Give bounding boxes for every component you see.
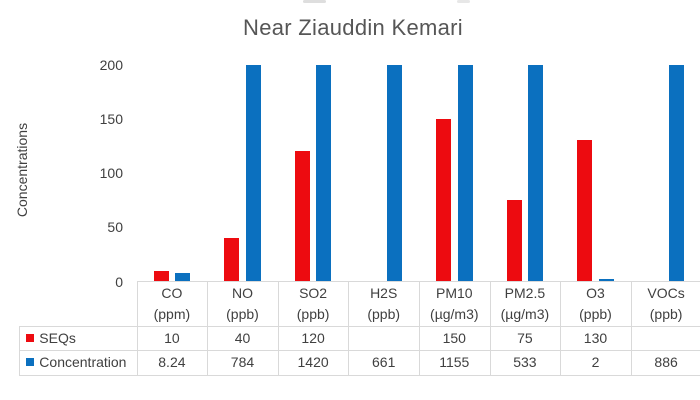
y-axis-title: Concentrations	[14, 122, 30, 218]
video-artifact-2	[457, 0, 470, 3]
bar-seqs-no	[224, 238, 240, 282]
table-row-border-2	[19, 374, 700, 376]
bar-concentration-co	[175, 272, 191, 282]
category-name: CO	[161, 285, 183, 302]
table-top-border	[136, 281, 700, 282]
value-seqs-o3: 130	[583, 330, 608, 347]
category-unit: (ppb)	[649, 306, 683, 323]
value-concentration-vocs: 886	[654, 354, 678, 371]
value-concentration-o3: 2	[591, 354, 600, 371]
bar-concentration-no	[245, 64, 261, 282]
table-col-border-2	[277, 281, 279, 375]
series-name: Concentration	[39, 354, 127, 371]
y-tick-label-0: 0	[115, 273, 123, 290]
bar-concentration-pm2.5	[528, 64, 544, 282]
legend-key-seqs	[26, 334, 35, 343]
bar-concentration-h2s	[386, 64, 403, 282]
category-unit: (ppb)	[579, 306, 612, 323]
category-unit: (ppb)	[367, 306, 401, 323]
legend-key-concentration	[26, 358, 35, 367]
value-seqs-vocs	[631, 326, 700, 350]
value-concentration-pm10: 1155	[439, 354, 470, 371]
bar-seqs-pm2.5	[506, 200, 522, 282]
table-col-border-1	[207, 281, 209, 375]
table-left-border	[19, 326, 21, 375]
y-tick-label-200: 200	[99, 56, 123, 73]
category-unit: (µg/m3)	[500, 306, 550, 323]
category-unit: (ppm)	[153, 306, 191, 323]
series-name: SEQs	[39, 330, 76, 347]
category-name: PM10	[436, 285, 473, 302]
category-name: H2S	[370, 285, 398, 302]
table-row-border-0	[19, 326, 700, 328]
bar-concentration-so2	[316, 64, 332, 282]
bar-seqs-o3	[577, 140, 593, 282]
value-concentration-pm2.5: 533	[513, 354, 537, 371]
category-name: SO2	[299, 285, 328, 302]
table-col-border-5	[489, 281, 491, 375]
bar-concentration-vocs	[669, 64, 685, 282]
category-header-vocs: VOCs (ppb)	[631, 282, 700, 326]
category-unit: (ppb)	[226, 306, 259, 323]
value-seqs-so2: 120	[301, 330, 325, 347]
value-seqs-no: 40	[234, 330, 251, 347]
table-col-border-7	[630, 281, 632, 375]
chart-title: Near Ziauddin Kemari	[243, 15, 463, 40]
category-name: PM2.5	[504, 285, 546, 302]
value-seqs-pm10: 150	[442, 330, 466, 347]
value-seqs-co: 10	[164, 330, 180, 347]
video-artifact-1	[303, 0, 326, 3]
category-unit: (ppb)	[296, 306, 330, 323]
legend-row-label-concentration: Concentration	[19, 350, 136, 374]
bar-seqs-co	[153, 270, 169, 282]
legend-row-label-seqs: SEQs	[19, 326, 136, 350]
category-header-no: NO (ppb)	[207, 282, 278, 326]
category-name: VOCs	[647, 285, 685, 302]
value-concentration-co: 8.24	[158, 354, 186, 371]
value-seqs-h2s	[348, 326, 419, 350]
bar-seqs-pm10	[435, 118, 452, 282]
category-header-pm10: PM10 (µg/m3)	[419, 282, 490, 326]
value-concentration-no: 784	[230, 354, 255, 371]
value-seqs-pm2.5: 75	[517, 330, 533, 347]
category-header-so2: SO2 (ppb)	[278, 282, 349, 326]
bar-concentration-pm10	[457, 64, 473, 282]
category-header-o3: O3 (ppb)	[560, 282, 631, 326]
table-row-border-1	[19, 350, 700, 352]
y-tick-label-150: 150	[99, 110, 123, 127]
table-col-border-4	[419, 281, 420, 375]
table-col-border-6	[560, 281, 562, 375]
y-tick-label-50: 50	[107, 219, 123, 236]
table-col-border-0	[136, 281, 138, 375]
category-header-co: CO (ppm)	[137, 282, 208, 326]
table-col-border-3	[348, 281, 350, 375]
category-header-pm2.5: PM2.5 (µg/m3)	[490, 282, 561, 326]
value-concentration-so2: 1420	[297, 354, 329, 371]
category-header-h2s: H2S (ppb)	[348, 282, 419, 326]
bar-seqs-so2	[294, 151, 310, 282]
category-unit: (µg/m3)	[430, 306, 479, 323]
y-tick-label-100: 100	[99, 165, 123, 181]
value-concentration-h2s: 661	[372, 354, 396, 371]
category-name: O3	[586, 285, 605, 302]
category-name: NO	[231, 285, 253, 302]
bar-concentration-o3	[598, 279, 614, 282]
